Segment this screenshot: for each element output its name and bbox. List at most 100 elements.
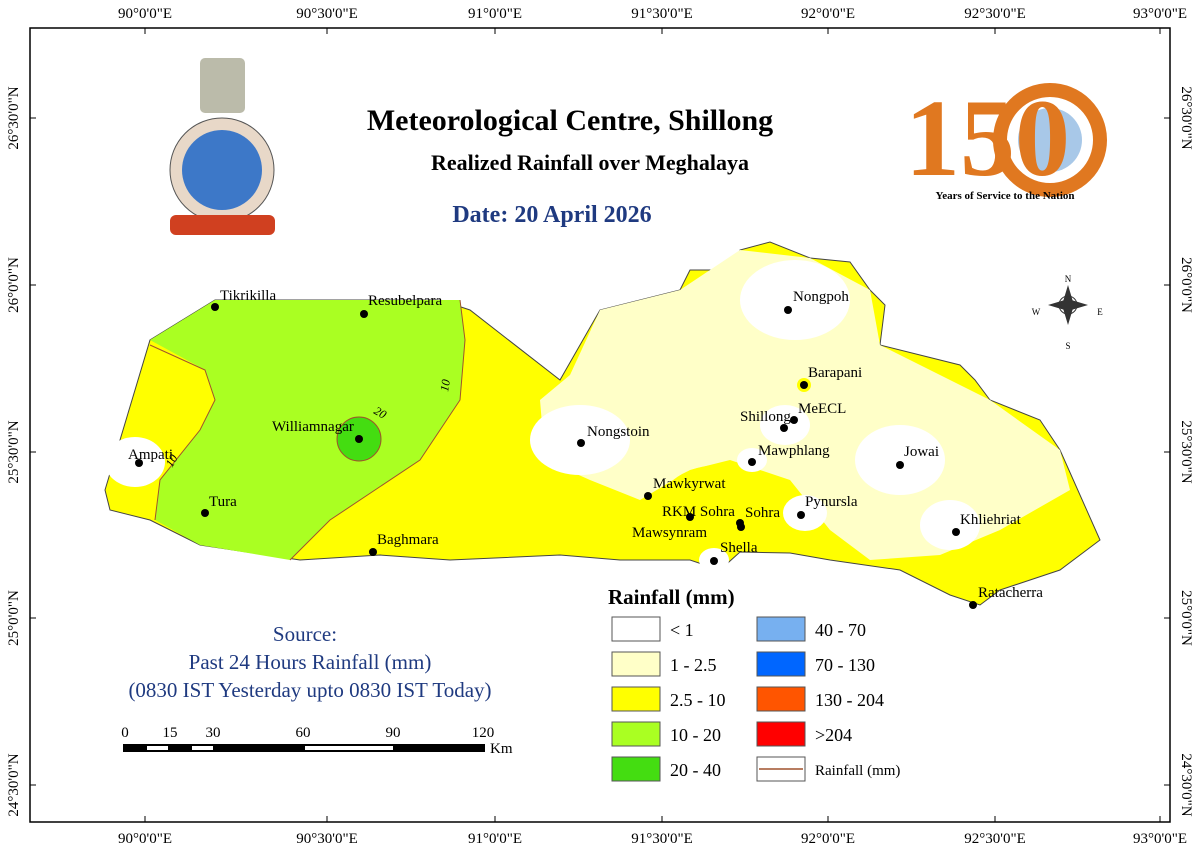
station-dot (969, 601, 977, 609)
imd-logo (169, 58, 275, 235)
station-dot (797, 511, 805, 519)
longitude-label: 91°30'0"E (631, 831, 693, 847)
legend-swatch (756, 686, 806, 712)
legend-title: Rainfall (mm) (608, 585, 735, 609)
station-label: Barapani (808, 365, 862, 381)
region-yellow (660, 465, 780, 545)
station-dot (369, 548, 377, 556)
latitude-label: 25°0'0"N (1178, 590, 1194, 646)
station-dot (784, 306, 792, 314)
station-label: Mawkyrwat (653, 476, 726, 492)
longitude-label: 91°30'0"E (631, 6, 693, 22)
station-dot (577, 439, 585, 447)
scale-unit: Km (490, 741, 513, 757)
longitude-label: 90°0'0"E (118, 6, 172, 22)
legend-label: Rainfall (mm) (815, 763, 900, 779)
station-dot (736, 519, 744, 527)
legend-label: 130 - 204 (815, 690, 884, 710)
longitude-label: 90°30'0"E (296, 6, 358, 22)
contour-line (149, 344, 216, 521)
station-dot (790, 416, 798, 424)
station-label: Ampati (128, 447, 173, 463)
legend-label: 20 - 40 (670, 760, 721, 780)
latitude-label: 24°30'0"N (1178, 753, 1194, 816)
station-dot (800, 381, 808, 389)
logo-number: 150 (905, 77, 1070, 199)
longitude-label: 91°0'0"E (468, 6, 522, 22)
station-label: RKM Sohra (662, 504, 735, 520)
latitude-label: 24°30'0"N (6, 753, 22, 816)
latitude-label: 26°0'0"N (6, 257, 22, 313)
station-dot (896, 461, 904, 469)
longitude-label: 92°0'0"E (801, 6, 855, 22)
scale-bar (123, 744, 485, 752)
scale-label: 30 (206, 725, 221, 741)
source-title: Source: (273, 622, 337, 646)
contour-label: 10 (437, 378, 453, 392)
compass-w: W (1032, 307, 1041, 317)
legend-swatch (611, 651, 661, 677)
longitude-label: 90°0'0"E (118, 831, 172, 847)
region-cream (540, 250, 1070, 560)
longitude-label: 92°0'0"E (801, 831, 855, 847)
station-label: Tura (209, 494, 237, 510)
longitude-label: 90°30'0"E (296, 831, 358, 847)
legend-label: < 1 (670, 620, 694, 640)
legend-swatch (756, 651, 806, 677)
station-dot (201, 509, 209, 517)
compass: N S E W (1032, 274, 1104, 351)
legend-label: 10 - 20 (670, 725, 721, 745)
scale-label: 0 (121, 725, 129, 741)
contour-line (289, 299, 466, 561)
station-dot (748, 458, 756, 466)
compass-s: S (1065, 341, 1070, 351)
legend-swatch (611, 756, 661, 782)
station-dot (135, 459, 143, 467)
legend-label: 1 - 2.5 (670, 655, 717, 675)
longitude-label: 92°30'0"E (964, 831, 1026, 847)
station-label: Sohra (745, 505, 780, 521)
source-line: Past 24 Hours Rainfall (mm) (189, 650, 432, 674)
scale-label: 90 (386, 725, 401, 741)
station-dot (952, 528, 960, 536)
station-label: Resubelpara (368, 293, 442, 309)
legend-swatch (611, 686, 661, 712)
station-label: Ratacherra (978, 585, 1043, 601)
latitude-label: 26°30'0"N (6, 86, 22, 149)
region-green (150, 300, 465, 560)
latitude-label: 26°0'0"N (1178, 257, 1194, 313)
station-label: Nongstoin (587, 424, 650, 440)
station-label: MeECL (798, 401, 846, 417)
station-label: Nongpoh (793, 289, 849, 305)
station-dot (360, 310, 368, 318)
station-dot (211, 303, 219, 311)
scale-label: 15 (163, 725, 178, 741)
date: Date: 20 April 2026 (452, 202, 651, 228)
station-dot (686, 513, 694, 521)
station-dot (644, 492, 652, 500)
legend-swatch (756, 616, 806, 642)
legend-swatch (756, 721, 806, 747)
station-label: Baghmara (377, 532, 439, 548)
station-label: Mawsynram (632, 525, 707, 541)
compass-n: N (1065, 274, 1072, 284)
legend-swatch (611, 721, 661, 747)
station-dot (780, 424, 788, 432)
station-label: Jowai (904, 444, 939, 460)
subtitle: Realized Rainfall over Meghalaya (431, 150, 749, 175)
compass-e: E (1097, 307, 1103, 317)
logo-150: 150 Years of Service to the Nation (905, 77, 1107, 202)
station-dot (710, 557, 718, 565)
latitude-label: 25°30'0"N (6, 420, 22, 483)
logo-tagline: Years of Service to the Nation (936, 190, 1075, 202)
scale-label: 60 (296, 725, 311, 741)
station-label: Williamnagar (272, 419, 354, 435)
legend-label: 40 - 70 (815, 620, 866, 640)
station-label: Khliehriat (960, 512, 1022, 528)
scale-label: 120 (472, 725, 495, 741)
legend-label: 70 - 130 (815, 655, 875, 675)
latitude-label: 26°30'0"N (1178, 86, 1194, 149)
longitude-label: 93°0'0"E (1133, 6, 1187, 22)
station-label: Tikrikilla (220, 288, 276, 304)
